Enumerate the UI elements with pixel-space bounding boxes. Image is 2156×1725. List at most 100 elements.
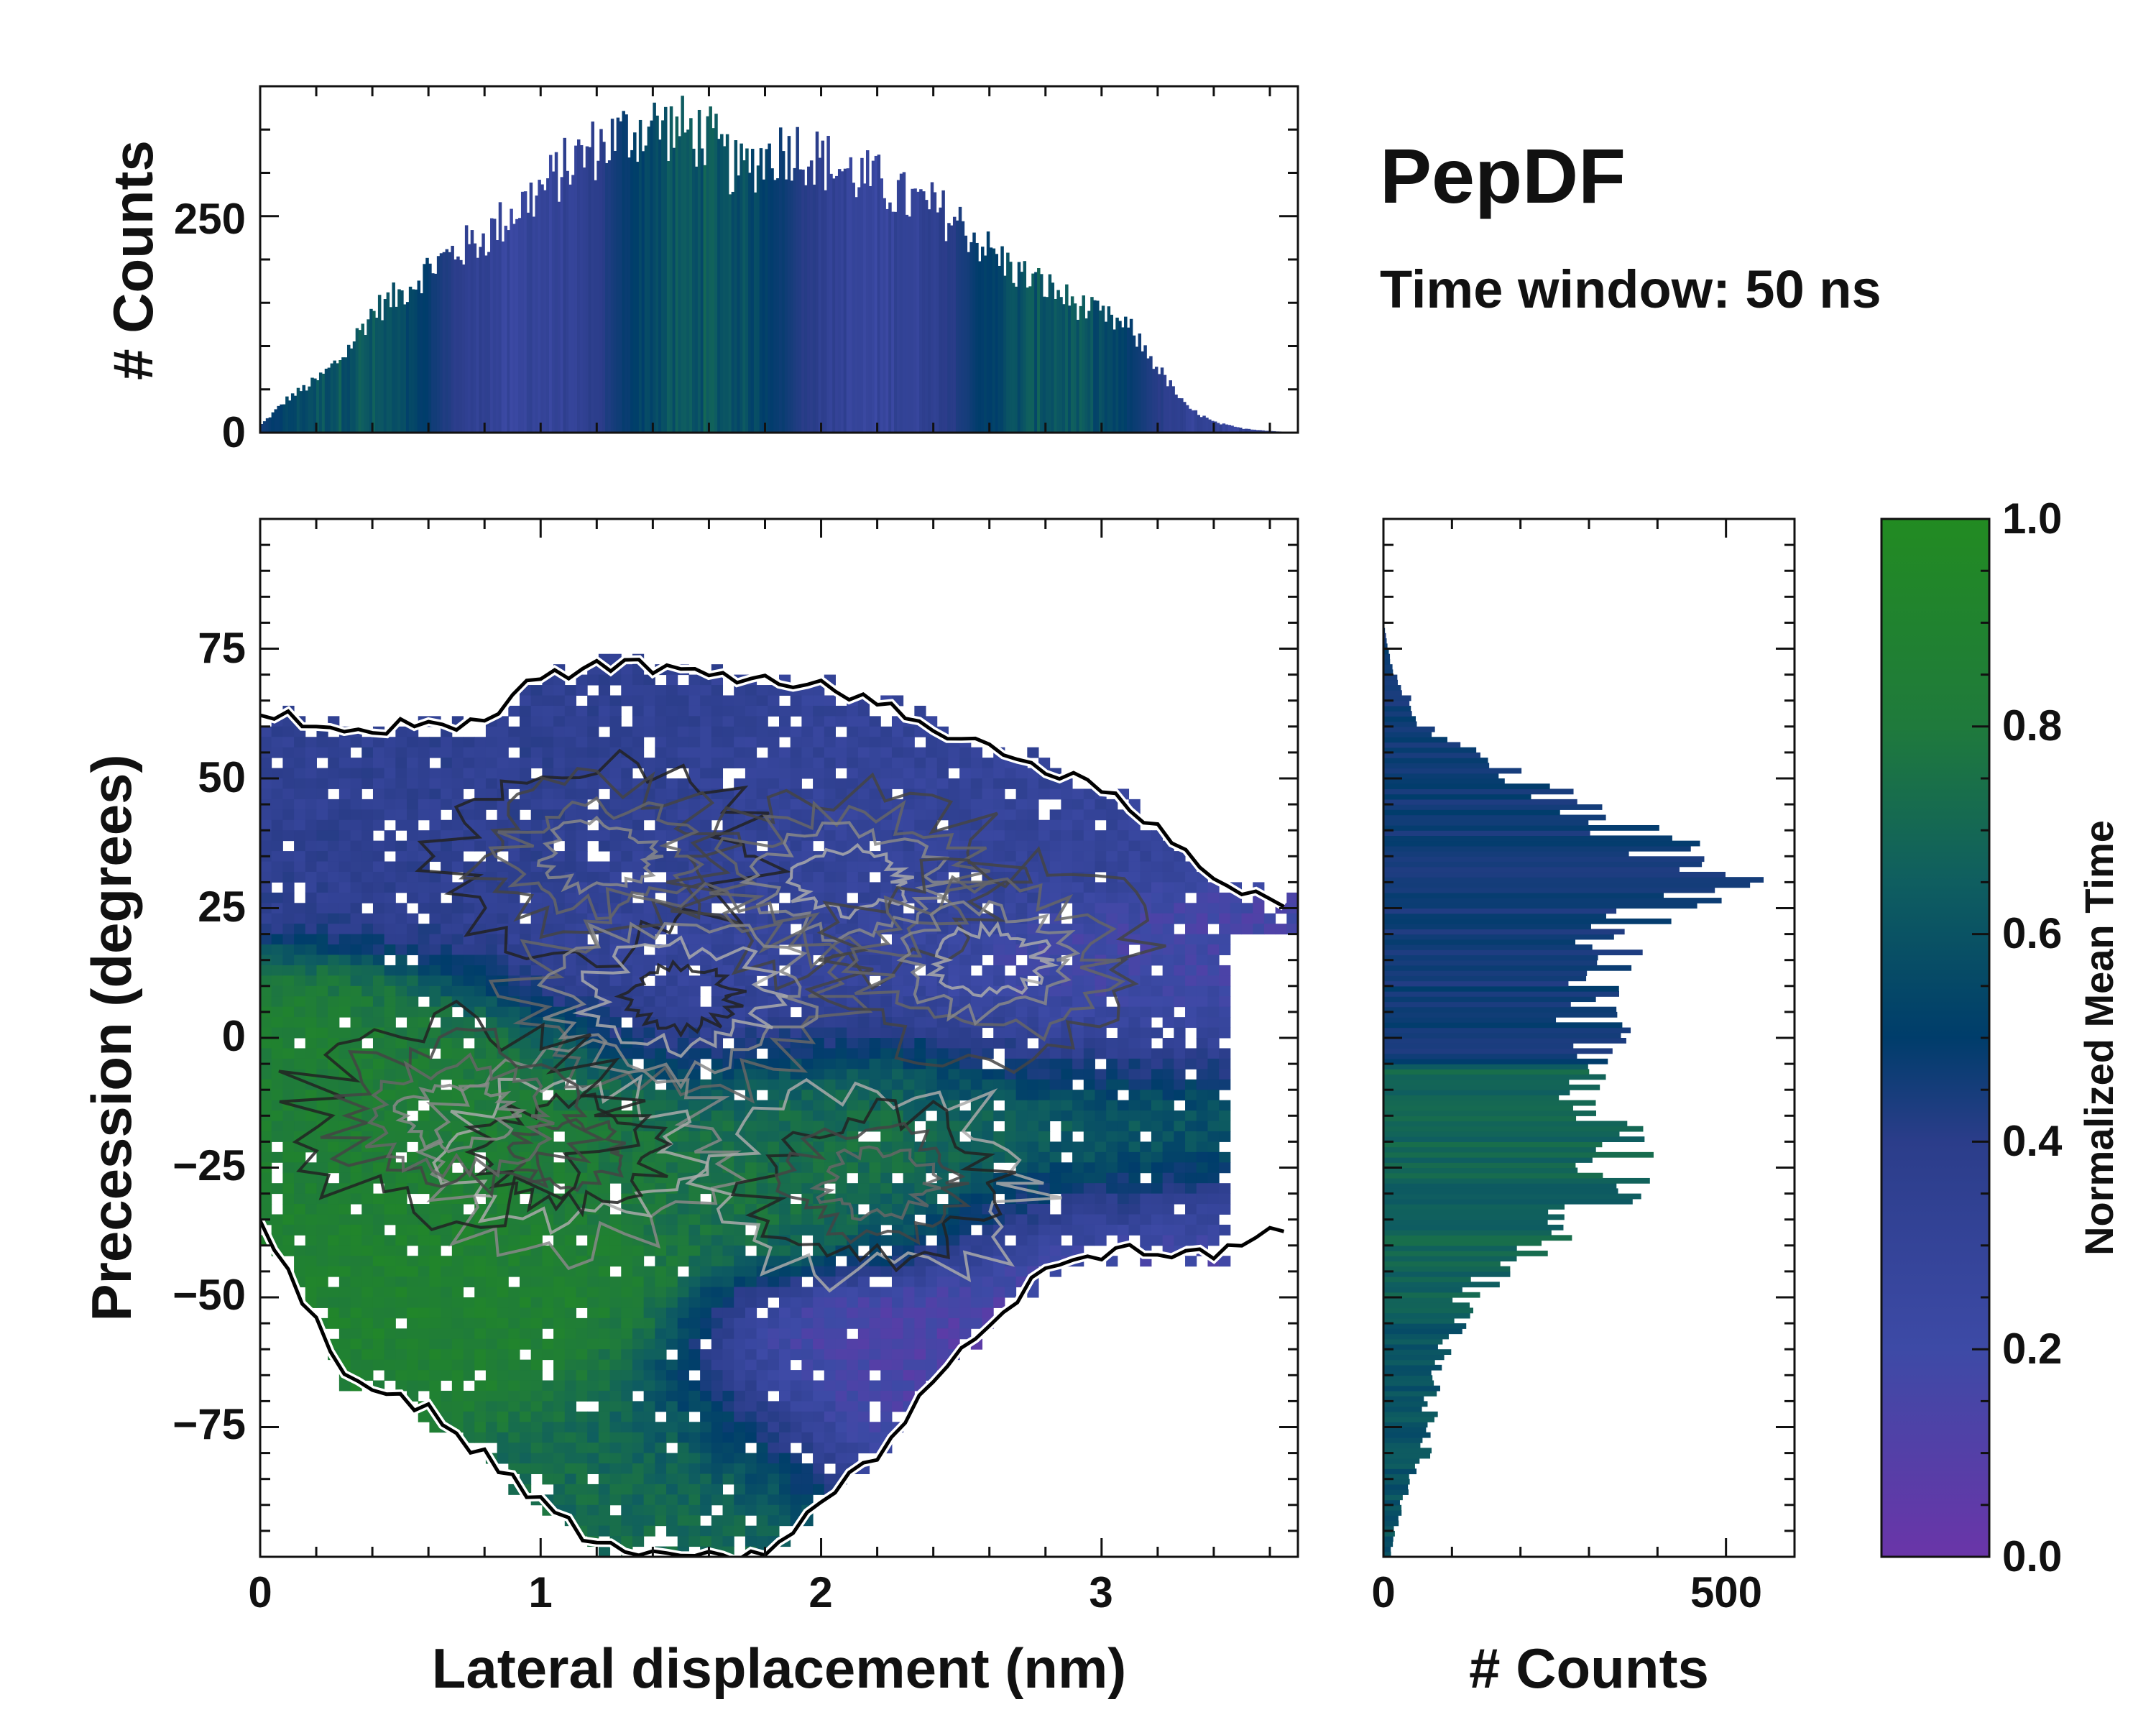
- heatmap-cell: [745, 1525, 757, 1537]
- top-histogram-bar: [1028, 286, 1032, 433]
- heatmap-cell: [294, 1266, 306, 1277]
- heatmap-cell: [847, 1183, 859, 1195]
- heatmap-cell: [779, 954, 791, 966]
- heatmap-cell: [451, 1370, 464, 1381]
- top-histogram-bar: [1023, 261, 1027, 433]
- heatmap-cell: [880, 882, 893, 893]
- heatmap-cell: [711, 1048, 724, 1059]
- heatmap-cell: [688, 1390, 701, 1402]
- heatmap-cell: [598, 1235, 611, 1246]
- heatmap-cell: [926, 758, 938, 769]
- heatmap-cell: [677, 716, 689, 727]
- heatmap-cell: [316, 1006, 328, 1018]
- heatmap-cell: [520, 1006, 532, 1018]
- heatmap-cell: [350, 985, 362, 997]
- heatmap-cell: [294, 819, 306, 831]
- heatmap-cell: [948, 1069, 960, 1080]
- heatmap-cell: [926, 1266, 938, 1277]
- heatmap-cell: [903, 996, 915, 1008]
- heatmap-cell: [497, 716, 509, 727]
- heatmap-cell: [598, 1245, 611, 1256]
- top-histogram-bar: [989, 247, 993, 433]
- heatmap-cell: [576, 1504, 588, 1516]
- top-histogram-bar: [941, 190, 945, 433]
- heatmap-cell: [666, 705, 678, 717]
- heatmap-cell: [508, 965, 520, 976]
- heatmap-cell: [587, 1162, 599, 1174]
- heatmap-cell: [395, 1359, 407, 1371]
- heatmap-cell: [857, 1307, 870, 1319]
- heatmap-cell: [891, 1338, 904, 1350]
- heatmap-cell: [260, 840, 272, 852]
- heatmap-cell: [260, 1131, 272, 1142]
- heatmap-cell: [790, 768, 802, 779]
- heatmap-cell: [1004, 975, 1017, 987]
- heatmap-cell: [666, 1328, 678, 1340]
- heatmap-cell: [564, 1411, 576, 1422]
- heatmap-cell: [598, 1443, 611, 1454]
- heatmap-cell: [677, 1204, 689, 1215]
- heatmap-cell: [338, 944, 351, 955]
- heatmap-cell: [328, 737, 340, 748]
- heatmap-cell: [621, 758, 633, 769]
- heatmap-cell: [756, 1536, 768, 1547]
- heatmap-cell: [564, 1256, 576, 1267]
- heatmap-cell: [485, 934, 498, 945]
- top-histogram-bar: [504, 226, 508, 433]
- heatmap-cell: [474, 1256, 487, 1267]
- heatmap-cell: [609, 996, 622, 1008]
- heatmap-cell: [711, 1401, 724, 1412]
- heatmap-cell: [857, 1287, 870, 1298]
- heatmap-cell: [497, 1380, 509, 1392]
- heatmap-cell: [294, 1204, 306, 1215]
- heatmap-cell: [372, 758, 385, 769]
- heatmap-cell: [948, 1121, 960, 1132]
- heatmap-cell: [711, 1390, 724, 1402]
- heatmap-cell: [530, 1069, 543, 1080]
- top-histogram-bar: [1163, 374, 1167, 433]
- heatmap-cell: [734, 1245, 746, 1256]
- heatmap-cell: [857, 892, 870, 903]
- heatmap-cell: [598, 975, 611, 987]
- heatmap-cell: [700, 1473, 712, 1485]
- heatmap-cell: [677, 1515, 689, 1527]
- heatmap-cell: [936, 924, 949, 935]
- top-histogram-bar: [439, 253, 443, 433]
- heatmap-cell: [632, 716, 645, 727]
- heatmap-cell: [372, 1245, 385, 1256]
- heatmap-cell: [384, 1235, 396, 1246]
- top-histogram-bar: [829, 173, 833, 433]
- heatmap-cell: [463, 1017, 475, 1029]
- heatmap-cell: [395, 934, 407, 945]
- heatmap-cell: [711, 1515, 724, 1527]
- heatmap-cell: [621, 1411, 633, 1422]
- heatmap-cell: [970, 1121, 983, 1132]
- heatmap-cell: [305, 954, 317, 966]
- heatmap-cell: [632, 1443, 645, 1454]
- heatmap-cell: [282, 788, 295, 800]
- heatmap-cell: [282, 819, 295, 831]
- heatmap-cell: [564, 1359, 576, 1371]
- heatmap-cell: [621, 1287, 633, 1298]
- heatmap-cell: [542, 1401, 554, 1412]
- top-histogram-bar: [689, 118, 693, 433]
- heatmap-cell: [451, 1390, 464, 1402]
- heatmap-cell: [655, 1473, 667, 1485]
- heatmap-cell: [734, 685, 746, 696]
- heatmap-cell: [756, 1006, 768, 1018]
- top-histogram-bar: [874, 155, 878, 433]
- heatmap-cell: [982, 1141, 994, 1153]
- heatmap-cell: [328, 1307, 340, 1319]
- heatmap-cell: [553, 788, 566, 800]
- heatmap-cell: [688, 985, 701, 997]
- heatmap-cell: [756, 1245, 768, 1256]
- heatmap-cell: [361, 737, 374, 748]
- heatmap-cell: [530, 1038, 543, 1049]
- heatmap-cell: [801, 716, 814, 727]
- heatmap-cell: [497, 1141, 509, 1153]
- heatmap-cell: [260, 819, 272, 831]
- heatmap-cell: [643, 809, 655, 821]
- heatmap-cell: [801, 840, 814, 852]
- heatmap-cell: [463, 954, 475, 966]
